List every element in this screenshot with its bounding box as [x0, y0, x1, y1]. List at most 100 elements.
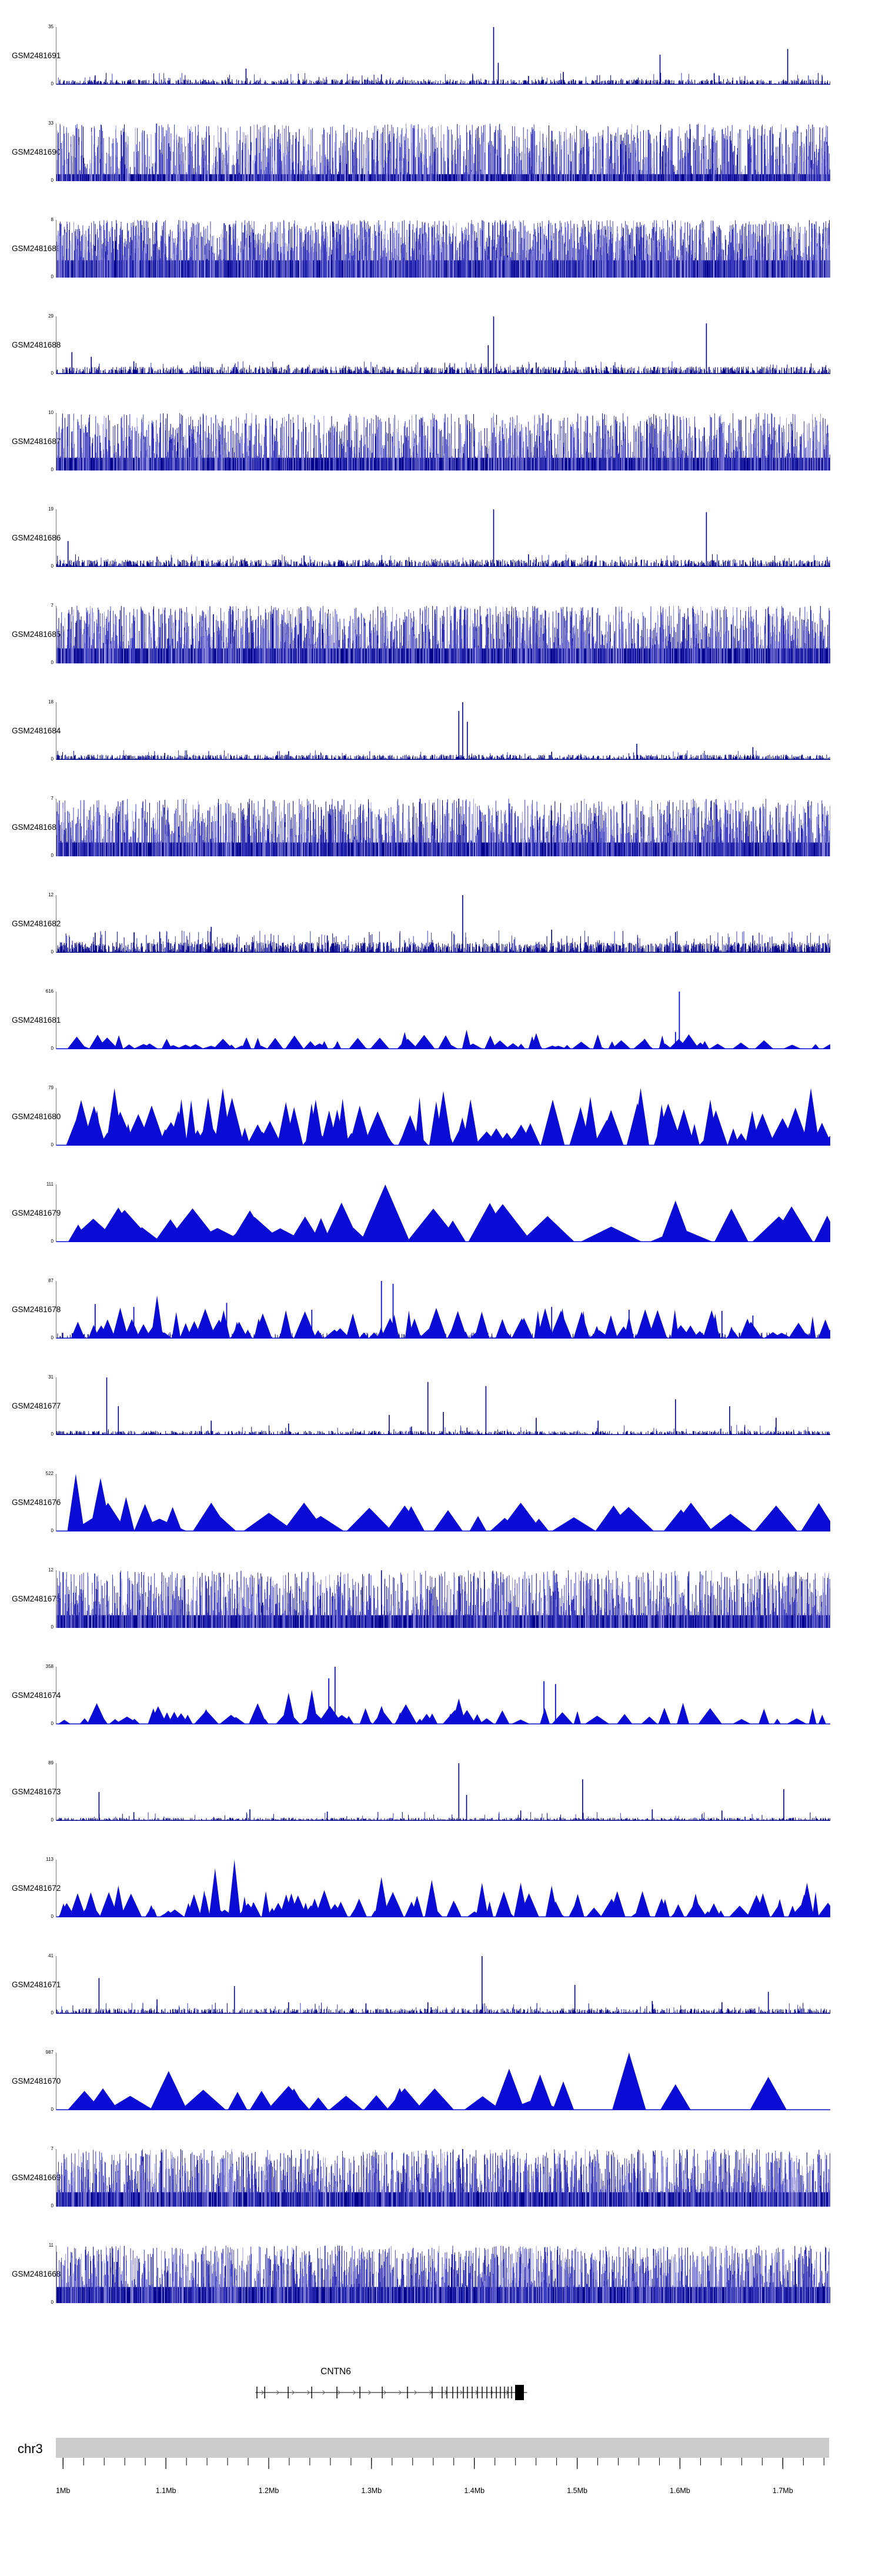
y-zero-label: 0	[51, 1046, 54, 1051]
y-max-label: 89	[48, 1760, 54, 1766]
signal-plot-area: 87 0	[48, 1279, 830, 1340]
track-row: GSM2481674 358 0	[0, 1661, 882, 1757]
signal-plot	[56, 1184, 830, 1242]
track-label: GSM2481689	[12, 244, 61, 253]
signal-plot-area: 31 0	[48, 1375, 830, 1437]
y-max-label: 7	[51, 796, 54, 801]
track-row: GSM2481675 12 0	[0, 1564, 882, 1661]
signal-tracks-container: GSM2481691 35 0 GSM2481690 33 0 GSM24816…	[0, 21, 882, 2336]
gene-model-diagram	[255, 2385, 527, 2400]
y-zero-label: 0	[51, 2010, 54, 2016]
track-row: GSM2481679 111 0	[0, 1179, 882, 1275]
signal-plot-area: 522 0	[46, 1471, 830, 1533]
track-label: GSM2481686	[12, 533, 61, 542]
signal-plot	[56, 2149, 830, 2207]
track-row: GSM2481688 29 0	[0, 311, 882, 407]
svg-text:1.3Mb: 1.3Mb	[361, 2487, 382, 2495]
track-row: GSM2481678 87 0	[0, 1275, 882, 1372]
signal-plot	[56, 1474, 830, 1531]
y-max-label: 29	[48, 313, 54, 319]
y-zero-label: 0	[51, 1335, 54, 1340]
y-max-label: 35	[48, 24, 54, 29]
y-zero-label: 0	[51, 1721, 54, 1726]
signal-plot-area: 19 0	[48, 507, 830, 569]
signal-plot	[56, 1570, 830, 1628]
track-label: GSM2481690	[12, 148, 61, 156]
y-zero-label: 0	[51, 371, 54, 376]
svg-text:1.2Mb: 1.2Mb	[259, 2487, 279, 2495]
y-zero-label: 0	[51, 1817, 54, 1823]
y-max-label: 33	[48, 121, 54, 126]
y-max-label: 79	[48, 1085, 54, 1090]
track-row: GSM2481680 79 0	[0, 1082, 882, 1179]
track-label: GSM2481691	[12, 51, 61, 60]
track-row: GSM2481687 10 0	[0, 407, 882, 503]
track-row: GSM2481686 19 0	[0, 503, 882, 600]
track-row: GSM2481690 33 0	[0, 118, 882, 214]
y-max-label: 616	[45, 989, 54, 994]
y-zero-label: 0	[51, 660, 54, 665]
signal-plot-area: 41 0	[48, 1954, 830, 2016]
y-max-label: 19	[48, 506, 54, 512]
svg-text:1.5Mb: 1.5Mb	[567, 2487, 587, 2495]
track-label: GSM2481687	[12, 437, 61, 446]
y-max-label: 10	[48, 410, 54, 415]
signal-plot	[56, 1956, 830, 2014]
track-label: GSM2481681	[12, 1016, 61, 1025]
signal-plot	[56, 1088, 830, 1146]
signal-plot-area: 79 0	[48, 1086, 830, 1147]
signal-plot	[56, 992, 830, 1049]
track-row: GSM2481685 7 0	[0, 600, 882, 696]
y-max-label: 113	[46, 1857, 54, 1862]
signal-plot-area: 35 0	[48, 25, 830, 86]
signal-plot	[56, 1667, 830, 1724]
y-zero-label: 0	[51, 1528, 54, 1533]
signal-plot-area: 89 0	[48, 1761, 830, 1823]
signal-plot-area: 111 0	[46, 1182, 830, 1244]
chromosome-ideogram-bar	[56, 2438, 829, 2458]
y-max-label: 111	[46, 1182, 54, 1187]
signal-plot-area: 7 0	[51, 603, 830, 665]
signal-plot	[56, 2245, 830, 2303]
y-max-label: 31	[48, 1374, 54, 1380]
track-label: GSM2481683	[12, 823, 61, 832]
signal-plot	[56, 316, 830, 374]
y-max-label: 11	[48, 2243, 54, 2248]
signal-plot	[56, 1281, 830, 1339]
track-row: GSM2481673 89 0	[0, 1757, 882, 1854]
signal-plot	[56, 27, 830, 85]
signal-plot-area: 8 0	[51, 218, 830, 279]
y-max-label: 12	[48, 1567, 54, 1573]
signal-plot-area: 7 0	[51, 2147, 830, 2208]
y-zero-label: 0	[51, 1624, 54, 1630]
y-max-label: 41	[48, 1953, 54, 1958]
chromosome-label: chr3	[18, 2441, 43, 2456]
track-label: GSM2481680	[12, 1112, 61, 1121]
signal-plot	[56, 702, 830, 760]
signal-plot	[56, 2053, 830, 2110]
signal-plot-area: 33 0	[48, 121, 830, 183]
track-row: GSM2481689 8 0	[0, 214, 882, 311]
track-row: GSM2481683 7 0	[0, 793, 882, 889]
signal-plot	[56, 606, 830, 663]
signal-plot-area: 29 0	[48, 314, 830, 376]
track-label: GSM2481669	[12, 2173, 61, 2182]
track-label: GSM2481684	[12, 726, 61, 735]
svg-text:1Mb: 1Mb	[56, 2487, 70, 2495]
y-zero-label: 0	[51, 274, 54, 279]
signal-plot	[56, 124, 830, 181]
gene-name-label: CNTN6	[320, 2367, 351, 2377]
track-row: GSM2481668 11 0	[0, 2240, 882, 2336]
y-zero-label: 0	[51, 467, 54, 472]
track-label: GSM2481672	[12, 1884, 61, 1893]
y-zero-label: 0	[51, 563, 54, 569]
svg-text:1.6Mb: 1.6Mb	[670, 2487, 690, 2495]
y-max-label: 522	[45, 1471, 54, 1476]
signal-plot	[56, 509, 830, 567]
track-label: GSM2481679	[12, 1209, 61, 1217]
y-zero-label: 0	[51, 1142, 54, 1147]
track-label: GSM2481682	[12, 919, 61, 928]
track-label: GSM2481674	[12, 1691, 61, 1700]
signal-plot-area: 7 0	[51, 796, 830, 858]
